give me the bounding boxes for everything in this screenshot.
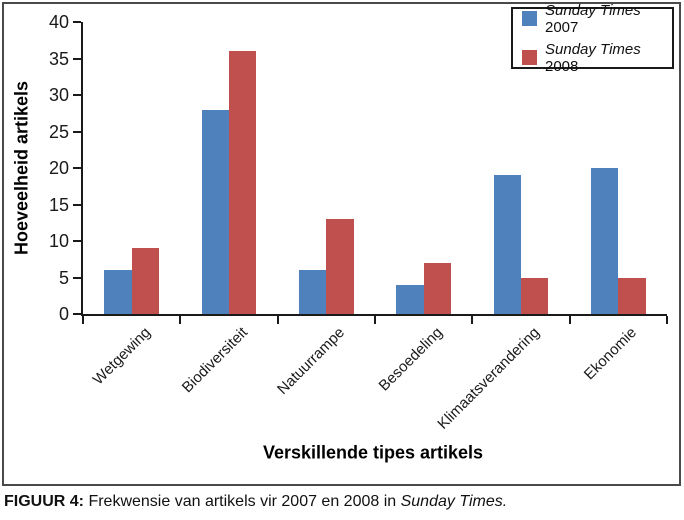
bar-2008-besoedeling bbox=[423, 262, 451, 314]
bar-2007-wetgewing bbox=[104, 270, 132, 314]
legend-label-2007: Sunday Times 2007 bbox=[545, 2, 672, 36]
x-axis-tick bbox=[471, 316, 474, 324]
x-axis-tick bbox=[179, 316, 182, 324]
caption-text: Frekwensie van artikels vir 2007 en 2008… bbox=[84, 493, 401, 510]
legend: Sunday Times 2007 Sunday Times 2008 bbox=[511, 2, 674, 75]
y-axis-tick-label: 40 bbox=[48, 12, 69, 32]
legend-series-year: 2007 bbox=[545, 18, 579, 36]
legend-item-2008: Sunday Times 2008 bbox=[522, 41, 672, 75]
bar-2008-klimaatsverandering bbox=[521, 277, 549, 314]
y-axis-tick bbox=[73, 94, 81, 96]
bar-2007-klimaatsverandering bbox=[493, 175, 521, 314]
bar-2008-natuurrampe bbox=[326, 219, 354, 314]
y-axis-tick-label: 30 bbox=[48, 85, 69, 105]
y-axis-tick-label: 20 bbox=[48, 158, 69, 178]
bar-2007-biodiversiteit bbox=[201, 109, 229, 314]
y-axis-tick-label: 5 bbox=[58, 267, 69, 288]
x-axis-title: Verskillende tipes artikels bbox=[262, 442, 484, 463]
y-axis-tick-label: 35 bbox=[48, 48, 69, 69]
y-axis-tick bbox=[73, 57, 81, 60]
y-axis-tick bbox=[73, 203, 81, 206]
legend-label-2008: Sunday Times 2008 bbox=[545, 41, 672, 75]
chart-figure: Sunday Times 2007 Sunday Times 2008 Hoev… bbox=[2, 2, 681, 486]
bar-2008-biodiversiteit bbox=[229, 51, 257, 314]
y-axis-tick bbox=[73, 21, 81, 23]
x-axis-tick bbox=[374, 316, 376, 324]
plot-area: 0 5 10 15 20 25 30 35 40 Wetgewing Biodiversiteit N… bbox=[49, 13, 668, 433]
bar-2007-besoedeling bbox=[396, 284, 424, 314]
x-axis-tick bbox=[82, 316, 84, 324]
y-axis-tick-label: 0 bbox=[58, 304, 69, 324]
legend-item-2007: Sunday Times 2007 bbox=[522, 2, 672, 36]
legend-series-name: Sunday Times bbox=[545, 40, 641, 58]
bar-2008-wetgewing bbox=[131, 248, 159, 314]
y-axis-tick bbox=[73, 167, 81, 169]
bar-2007-ekonomie bbox=[591, 168, 619, 314]
x-axis-tick bbox=[568, 316, 571, 324]
y-axis-tick bbox=[73, 313, 81, 315]
caption-label: FIGUUR 4: bbox=[4, 493, 84, 510]
x-axis-tick bbox=[276, 316, 279, 324]
y-axis-tick bbox=[73, 240, 81, 242]
y-axis-tick bbox=[73, 130, 81, 133]
bar-2007-natuurrampe bbox=[299, 270, 327, 314]
y-axis-tick bbox=[73, 276, 81, 279]
y-axis-tick-label: 25 bbox=[48, 121, 69, 142]
legend-swatch-2007 bbox=[522, 11, 537, 26]
figure-caption: FIGUUR 4: Frekwensie van artikels vir 20… bbox=[4, 493, 680, 511]
y-axis-tick-label: 10 bbox=[48, 231, 69, 251]
legend-swatch-2008 bbox=[522, 50, 537, 65]
y-axis-tick-label: 15 bbox=[48, 194, 69, 215]
caption-source: Sunday Times. bbox=[400, 493, 508, 510]
bar-2008-ekonomie bbox=[618, 277, 646, 314]
legend-series-name: Sunday Times bbox=[545, 1, 641, 19]
x-axis-tick bbox=[666, 316, 668, 324]
legend-series-year: 2008 bbox=[545, 57, 579, 75]
